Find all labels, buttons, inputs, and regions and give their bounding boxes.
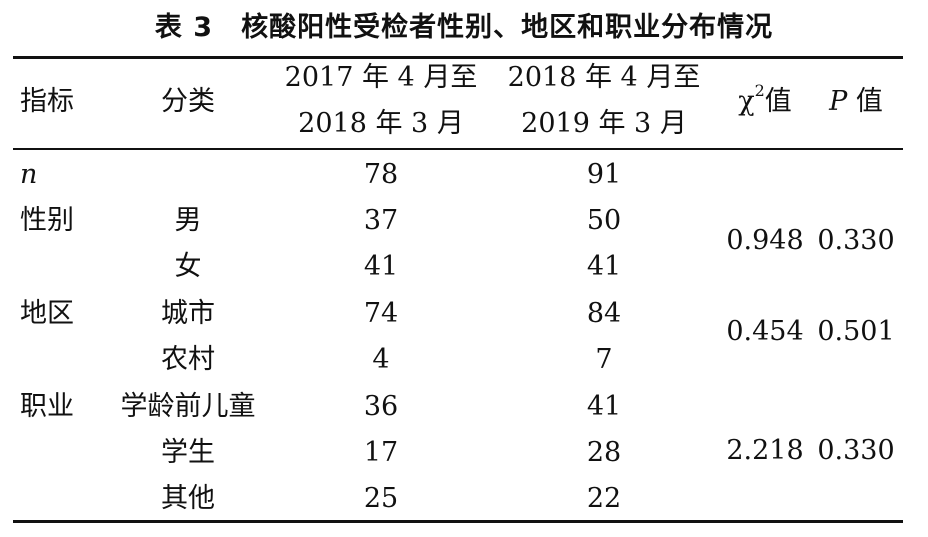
group-label-gender: 性别 bbox=[20, 205, 74, 236]
other-period2: 22 bbox=[586, 483, 622, 514]
chi-superscript: 2 bbox=[754, 81, 765, 100]
rural-period1: 4 bbox=[372, 344, 390, 375]
urban-period1: 74 bbox=[363, 298, 399, 329]
female-period1: 41 bbox=[363, 251, 399, 282]
table-caption: 表 3 核酸阳性受检者性别、地区和职业分布情况 bbox=[154, 12, 774, 43]
header-indicator: 指标 bbox=[20, 86, 74, 117]
header-p-value: P 值 bbox=[829, 84, 883, 120]
p-suffix: 值 bbox=[855, 86, 883, 117]
category-female: 女 bbox=[174, 251, 202, 282]
preschool-period1: 36 bbox=[363, 391, 399, 422]
group-label-occupation: 职业 bbox=[20, 391, 74, 422]
p-symbol: P bbox=[829, 86, 848, 117]
region-p: 0.501 bbox=[817, 316, 895, 347]
n-label: n bbox=[20, 159, 38, 190]
occupation-chi2: 2.218 bbox=[726, 435, 804, 466]
chi-suffix: 值 bbox=[764, 86, 792, 117]
header-period1-line2: 2018 年 3 月 bbox=[298, 108, 464, 139]
preschool-period2: 41 bbox=[586, 391, 622, 422]
category-rural: 农村 bbox=[161, 344, 215, 375]
rural-period2: 7 bbox=[595, 344, 613, 375]
student-period2: 28 bbox=[586, 437, 622, 468]
category-student: 学生 bbox=[161, 437, 215, 468]
header-period2-line1: 2018 年 4 月至 bbox=[507, 62, 701, 93]
n-value-period2: 91 bbox=[586, 159, 622, 190]
category-urban: 城市 bbox=[161, 298, 215, 329]
region-chi2: 0.454 bbox=[726, 316, 804, 347]
gender-chi2: 0.948 bbox=[726, 225, 804, 256]
n-value-period1: 78 bbox=[363, 159, 399, 190]
category-other: 其他 bbox=[161, 483, 215, 514]
category-preschool: 学龄前儿童 bbox=[120, 391, 256, 422]
header-period1-line1: 2017 年 4 月至 bbox=[284, 62, 478, 93]
group-label-region: 地区 bbox=[20, 298, 74, 329]
category-male: 男 bbox=[174, 205, 202, 236]
male-period1: 37 bbox=[363, 205, 399, 236]
occupation-p: 0.330 bbox=[817, 435, 895, 466]
female-period2: 41 bbox=[586, 251, 622, 282]
top-rule bbox=[13, 56, 903, 59]
male-period2: 50 bbox=[586, 205, 622, 236]
urban-period2: 84 bbox=[586, 298, 622, 329]
other-period1: 25 bbox=[363, 483, 399, 514]
bottom-rule bbox=[13, 520, 903, 523]
header-rule bbox=[13, 148, 903, 150]
student-period1: 17 bbox=[363, 437, 399, 468]
header-chi-square: χ2值 bbox=[738, 81, 792, 120]
gender-p: 0.330 bbox=[817, 225, 895, 256]
header-category: 分类 bbox=[161, 86, 215, 117]
header-period2-line2: 2019 年 3 月 bbox=[521, 108, 687, 139]
chi-symbol: χ bbox=[738, 86, 755, 117]
